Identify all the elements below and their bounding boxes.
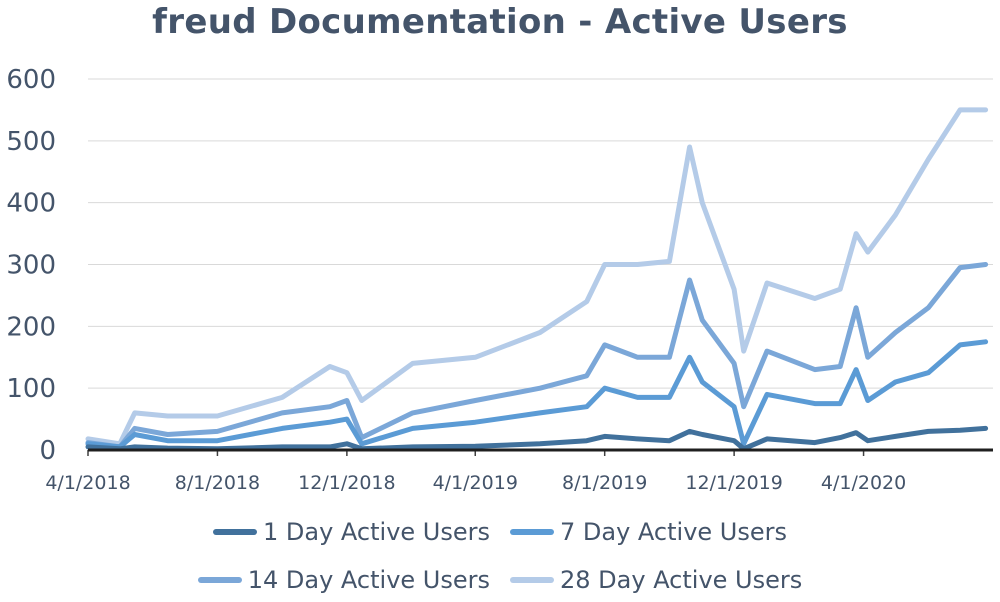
- legend-row-2: 14 Day Active Users 28 Day Active Users: [0, 566, 1000, 594]
- legend-item-7-day[interactable]: 7 Day Active Users: [510, 518, 787, 546]
- series-line-7-day-active-users: [85, 339, 989, 450]
- x-tick-label: 12/1/2019: [685, 472, 782, 494]
- legend-label-7-day: 7 Day Active Users: [560, 518, 787, 546]
- series-line-1-day-active-users: [85, 425, 989, 452]
- y-tick-label-400: 400: [6, 189, 56, 219]
- legend-label-14-day: 14 Day Active Users: [247, 566, 490, 594]
- x-tick-label: 4/1/2019: [433, 472, 518, 494]
- legend-swatch-7-day: [510, 529, 554, 535]
- y-tick-label-0: 0: [39, 436, 56, 466]
- y-tick-label-600: 600: [6, 65, 56, 95]
- gridlines: [88, 78, 993, 389]
- y-tick-label-100: 100: [6, 374, 56, 404]
- x-tick-label: 4/1/2020: [821, 472, 906, 494]
- series-line-14-day-active-users: [85, 262, 989, 450]
- y-axis-ticks: 0 100 200 300 400 500 600: [6, 65, 56, 466]
- x-tick-label: 4/1/2018: [45, 472, 130, 494]
- legend-label-1-day: 1 Day Active Users: [263, 518, 490, 546]
- legend-row-1: 1 Day Active Users 7 Day Active Users: [0, 518, 1000, 546]
- legend-label-28-day: 28 Day Active Users: [560, 566, 803, 594]
- y-tick-label-300: 300: [6, 251, 56, 281]
- legend-item-1-day[interactable]: 1 Day Active Users: [213, 518, 490, 546]
- legend-swatch-28-day: [510, 577, 554, 583]
- legend-swatch-1-day: [213, 529, 257, 535]
- y-tick-label-500: 500: [6, 127, 56, 157]
- legend-item-14-day[interactable]: 14 Day Active Users: [197, 566, 490, 594]
- x-tick-label: 8/1/2018: [175, 472, 260, 494]
- legend-item-28-day[interactable]: 28 Day Active Users: [510, 566, 802, 594]
- x-tick-label: 8/1/2019: [562, 472, 647, 494]
- chart-title: freud Documentation - Active Users: [152, 2, 848, 42]
- series-lines: [85, 107, 989, 452]
- series-line-28-day-active-users: [85, 107, 989, 447]
- y-tick-label-200: 200: [6, 312, 56, 342]
- x-tick-label: 12/1/2018: [298, 472, 395, 494]
- legend-swatch-14-day: [197, 577, 242, 583]
- x-axis-ticks: 4/1/2018 8/1/2018 12/1/2018 4/1/2019 8/1/201…: [45, 450, 906, 494]
